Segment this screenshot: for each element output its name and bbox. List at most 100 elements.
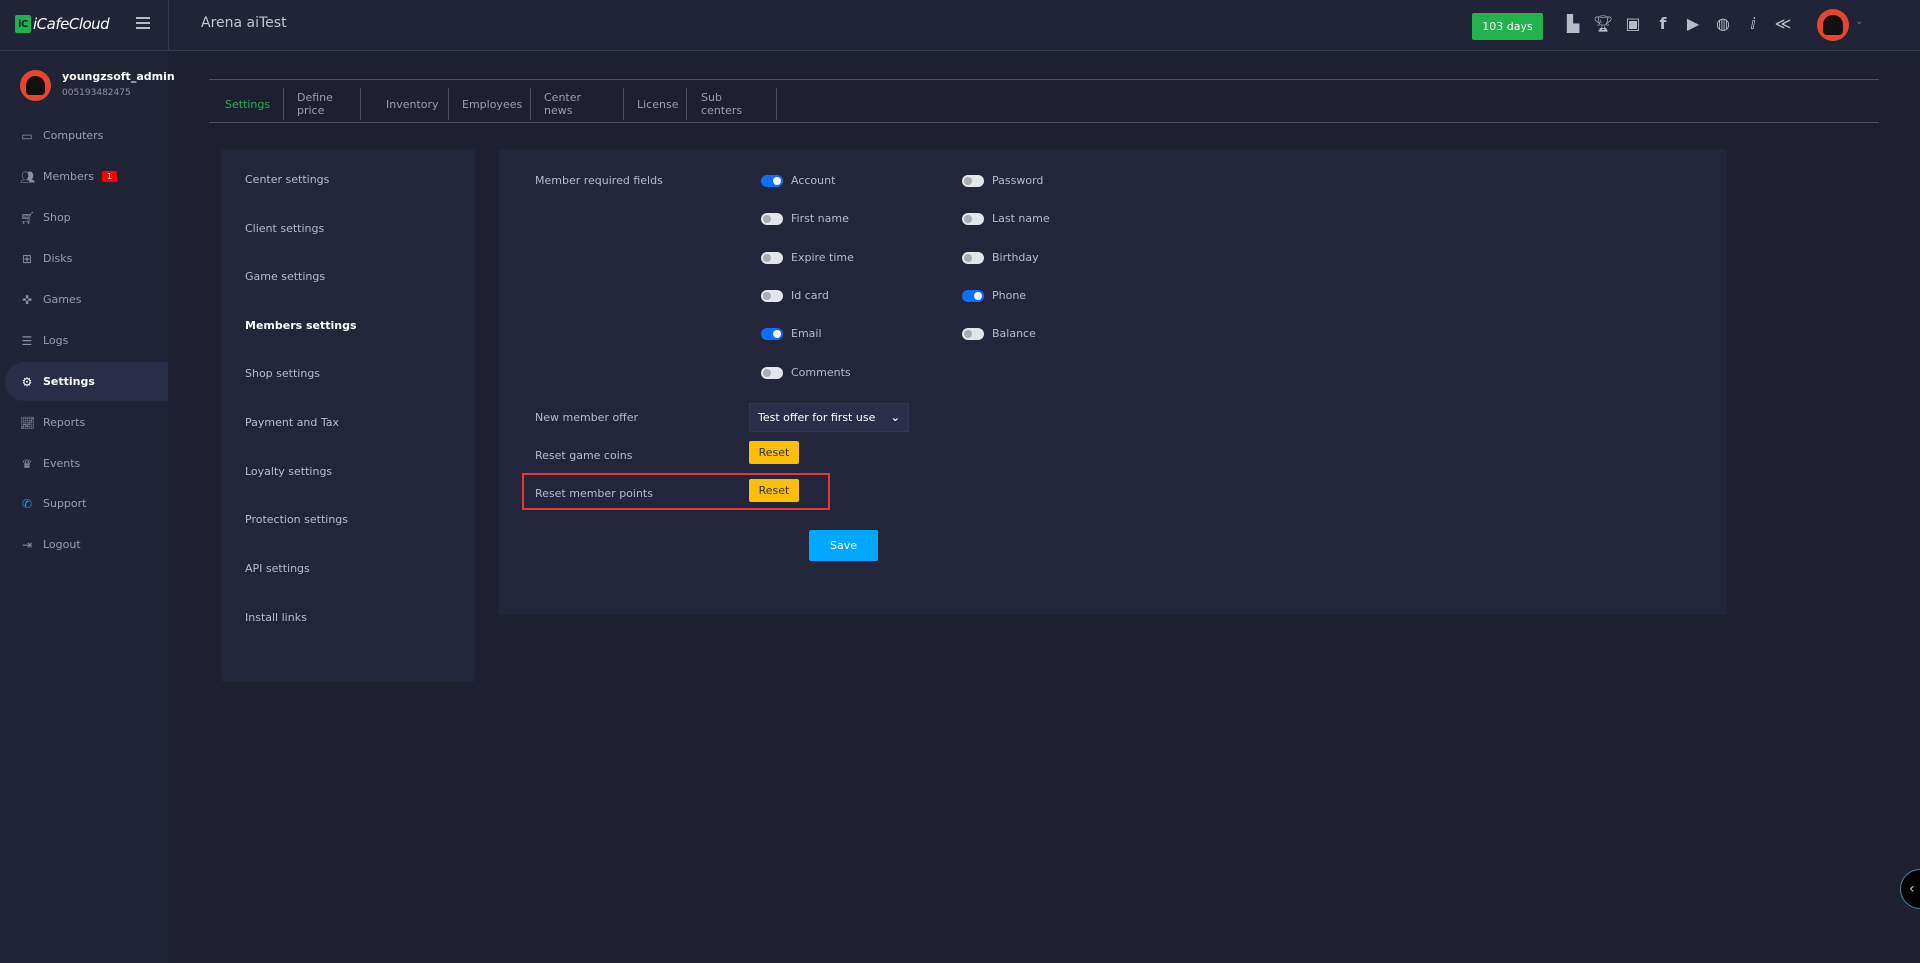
chevron-down-icon[interactable]: ⌄ [1855, 16, 1864, 27]
sidebar-item-shop[interactable]: 🛒︎ Shop [5, 198, 168, 237]
toggle-switch[interactable] [761, 327, 783, 340]
nav-label: Settings [43, 375, 95, 388]
leaderboard-icon[interactable]: ▙ [1566, 13, 1580, 33]
tab-sub-centers[interactable]: Sub centers [688, 88, 777, 120]
toggle-last-name[interactable]: Last name [962, 212, 1050, 225]
tab-license[interactable]: License [624, 88, 687, 120]
toggle-switch[interactable] [761, 212, 783, 225]
sidebar-item-games[interactable]: ✜ Games [5, 280, 168, 319]
menu-shop-settings[interactable]: Shop settings [245, 367, 321, 380]
list-icon: ☰ [21, 333, 33, 348]
youtube-icon[interactable]: ▶ [1686, 13, 1700, 33]
menu-payment-and-tax[interactable]: Payment and Tax [245, 416, 339, 429]
user-id: 005193482475 [62, 88, 131, 98]
tab-employees[interactable]: Employees [449, 88, 531, 120]
members-settings-panel [499, 149, 1727, 615]
chevron-left-icon: ‹ [1909, 881, 1915, 897]
globe-icon[interactable]: ◍ [1716, 13, 1730, 33]
nav-label: Games [43, 293, 82, 306]
menu-loyalty-settings[interactable]: Loyalty settings [245, 465, 333, 478]
toggle-label: Last name [992, 212, 1050, 225]
toggle-switch[interactable] [962, 174, 984, 187]
toggle-label: Expire time [791, 251, 854, 264]
tab-center-news[interactable]: Center news [531, 88, 624, 120]
days-badge[interactable]: 103 days [1472, 13, 1543, 40]
new-member-offer-select[interactable]: Test offer for first use ⌄ [749, 403, 909, 432]
toggle-phone[interactable]: Phone [962, 289, 1026, 302]
header-icons: ▙ 🏆︎ ▣ f ▶ ◍ ⅈ ≪ [1563, 13, 1793, 33]
sidebar-item-members[interactable]: 👥︎ Members 1 [5, 157, 168, 196]
nav-label: Logs [43, 334, 69, 347]
sidebar-item-disks[interactable]: ⊞ Disks [5, 239, 168, 278]
hamburger-menu-icon[interactable] [136, 17, 150, 32]
menu-api-settings[interactable]: API settings [245, 562, 310, 575]
toggle-account[interactable]: Account [761, 174, 835, 187]
header-avatar[interactable] [1817, 9, 1849, 41]
save-button[interactable]: Save [809, 530, 878, 561]
new-member-offer-label: New member offer [535, 411, 639, 424]
toggle-switch[interactable] [761, 289, 783, 302]
offer-value: Test offer for first use [758, 411, 876, 424]
tabs-bottom-border [209, 122, 1879, 123]
toggle-switch[interactable] [962, 289, 984, 302]
toggle-id-card[interactable]: Id card [761, 289, 829, 302]
menu-center-settings[interactable]: Center settings [245, 173, 330, 186]
reset-member-points-button[interactable]: Reset [749, 479, 799, 502]
sidebar-item-computers[interactable]: ▭ Computers [5, 116, 168, 155]
chevron-down-icon: ⌄ [890, 411, 900, 424]
tab-inventory[interactable]: Inventory [373, 88, 449, 120]
toggle-first-name[interactable]: First name [761, 212, 849, 225]
trophy-icon[interactable]: 🏆︎ [1592, 13, 1614, 33]
toggle-label: Phone [992, 289, 1027, 302]
menu-members-settings[interactable]: Members settings [245, 319, 357, 332]
toggle-label: Password [992, 174, 1044, 187]
toggle-comments[interactable]: Comments [761, 366, 851, 379]
toggle-switch[interactable] [761, 251, 783, 264]
menu-game-settings[interactable]: Game settings [245, 270, 326, 283]
toggle-password[interactable]: Password [962, 174, 1043, 187]
toggle-label: Balance [992, 327, 1036, 340]
tab-settings[interactable]: Settings [212, 88, 284, 120]
discord-icon[interactable]: ▣ [1625, 13, 1641, 33]
sidebar-item-support[interactable]: ✆ Support [5, 484, 168, 523]
toggle-email[interactable]: Email [761, 327, 822, 340]
collapse-panel-button[interactable]: ‹ [1900, 869, 1920, 909]
users-icon: 👥︎ [20, 169, 36, 184]
sidebar-item-settings[interactable]: ⚙ Settings [5, 362, 168, 401]
toggle-expire-time[interactable]: Expire time [761, 251, 854, 264]
sidebar-item-reports[interactable]: 📈︎ Reports [5, 403, 168, 442]
toggle-label: Comments [791, 366, 851, 379]
brand-icon[interactable]: ≪ [1774, 13, 1792, 33]
toggle-switch[interactable] [962, 251, 984, 264]
tab-define-price[interactable]: Define price [284, 88, 361, 120]
user-name: youngzsoft_admin [62, 70, 175, 83]
sidebar-item-events[interactable]: ♛ Events [5, 444, 168, 483]
crown-icon: ♛ [21, 456, 33, 471]
sidebar-item-logs[interactable]: ☰ Logs [5, 321, 168, 360]
required-fields-label: Member required fields [535, 174, 663, 187]
nav-label: Computers [43, 129, 104, 142]
toggle-label: Email [791, 327, 822, 340]
facebook-icon[interactable]: f [1659, 13, 1667, 33]
toggle-birthday[interactable]: Birthday [962, 251, 1039, 264]
toggle-label: First name [791, 212, 849, 225]
reset-game-coins-button[interactable]: Reset [749, 441, 799, 464]
nav-label: Events [43, 457, 81, 470]
reset-game-coins-label: Reset game coins [535, 449, 633, 462]
menu-client-settings[interactable]: Client settings [245, 222, 325, 235]
toggle-switch[interactable] [761, 174, 783, 187]
reset-member-points-label: Reset member points [535, 487, 653, 500]
toggle-switch[interactable] [962, 327, 984, 340]
menu-protection-settings[interactable]: Protection settings [245, 513, 349, 526]
settings-menu-panel [221, 149, 475, 682]
toggle-switch[interactable] [962, 212, 984, 225]
members-count-badge: 1 [101, 171, 118, 182]
menu-install-links[interactable]: Install links [245, 611, 307, 624]
toggle-switch[interactable] [761, 366, 783, 379]
icafecloud-icon[interactable]: ⅈ [1750, 13, 1756, 33]
sidebar-item-logout[interactable]: ⇥ Logout [5, 525, 168, 564]
logo[interactable]: iC iCafeCloud [15, 15, 110, 33]
nav-label: Shop [43, 211, 71, 224]
toggle-balance[interactable]: Balance [962, 327, 1036, 340]
nav-label: Support [43, 497, 87, 510]
